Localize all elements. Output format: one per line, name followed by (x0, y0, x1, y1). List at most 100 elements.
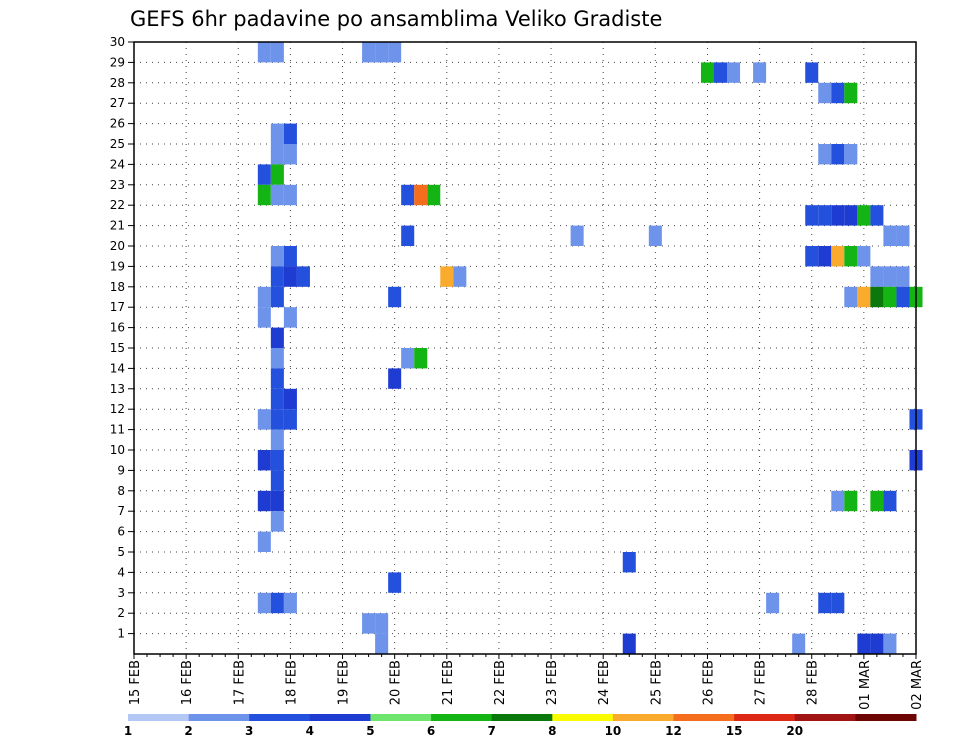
precip-cell (270, 286, 284, 308)
y-tick-label: 19 (110, 259, 125, 273)
precip-cell (857, 246, 871, 267)
precip-cell (805, 62, 819, 83)
y-tick-label: 11 (110, 423, 125, 437)
precip-cell (818, 144, 832, 165)
precip-cell (270, 388, 284, 410)
precip-cell (257, 286, 271, 308)
precip-cell (883, 633, 897, 654)
precip-cell (270, 511, 284, 532)
precip-cell (401, 225, 415, 246)
y-tick-label: 16 (110, 321, 125, 335)
precip-cell (818, 246, 832, 267)
y-tick-label: 26 (110, 117, 125, 131)
precip-cell (883, 490, 897, 512)
colorbar-swatch (491, 714, 553, 721)
precip-cell (844, 246, 858, 267)
precip-cell (870, 266, 884, 287)
precip-cell (375, 42, 389, 63)
precip-cell (257, 592, 271, 614)
x-tick-label: 25 FEB (649, 660, 664, 705)
colorbar-swatch (673, 714, 735, 721)
precip-cell (257, 409, 271, 430)
precip-cell (270, 429, 284, 450)
y-tick-label: 27 (110, 96, 125, 110)
colorbar-swatch (309, 714, 371, 721)
precip-cell (270, 266, 284, 287)
y-tick-label: 15 (110, 341, 125, 355)
precip-cell (270, 123, 284, 144)
y-tick-label: 18 (110, 280, 125, 294)
precip-cell (844, 82, 858, 104)
precip-cell (270, 592, 284, 614)
x-tick-label: 20 FEB (389, 660, 404, 705)
colorbar-label: 7 (488, 724, 496, 738)
precip-cell (648, 225, 662, 246)
x-tick-label: 19 FEB (337, 660, 352, 705)
colorbar-label: 3 (245, 724, 253, 738)
colorbar-swatch (612, 714, 675, 721)
colorbar-label: 5 (366, 724, 374, 738)
colorbar-swatch (128, 714, 190, 721)
precip-cell (753, 62, 767, 83)
precip-cell (257, 490, 271, 512)
precip-cell (805, 205, 819, 226)
precip-cell (896, 286, 910, 308)
precip-cell (283, 388, 297, 410)
colorbar-label: 20 (786, 724, 803, 738)
precip-cell (818, 82, 832, 104)
precip-cell (831, 490, 845, 512)
precip-cell (257, 42, 271, 63)
precip-cell (257, 164, 271, 185)
precip-cell (570, 225, 584, 246)
precip-cell (427, 184, 441, 206)
precip-cell (257, 531, 271, 552)
precip-cell (270, 164, 284, 185)
colorbar-swatch (249, 714, 311, 721)
precip-cell (818, 205, 832, 226)
colorbar-swatch (188, 714, 250, 721)
x-tick-label: 24 FEB (597, 660, 612, 705)
grid-lines (133, 41, 917, 654)
precip-cell (844, 144, 858, 165)
precip-cell (270, 184, 284, 206)
y-axis: 1234567891011121314151617181920212223242… (110, 35, 134, 641)
precip-cell (283, 307, 297, 328)
precip-cell (257, 450, 271, 471)
precip-cell (857, 633, 871, 654)
precip-cell (283, 144, 297, 165)
precip-cell (844, 286, 858, 308)
precip-cell (870, 490, 884, 512)
colorbar-swatch (794, 714, 856, 721)
precip-cell (792, 633, 806, 654)
x-tick-label: 18 FEB (284, 660, 299, 705)
colorbar-swatch (552, 714, 614, 721)
colorbar-label: 10 (605, 724, 622, 738)
precip-cell (283, 123, 297, 144)
precip-cell (257, 184, 271, 206)
x-tick-label: 17 FEB (232, 660, 247, 705)
colorbar-swatch (431, 714, 493, 721)
y-tick-label: 12 (110, 402, 125, 416)
y-tick-label: 23 (110, 178, 125, 192)
y-tick-label: 4 (117, 565, 125, 579)
precip-cell (700, 62, 714, 83)
precip-cells (257, 42, 923, 654)
precip-cell (883, 286, 897, 308)
precip-cell (270, 490, 284, 512)
y-tick-label: 13 (110, 382, 125, 396)
precip-cell (283, 184, 297, 206)
y-tick-label: 7 (117, 504, 125, 518)
precip-cell (870, 286, 884, 308)
colorbar-label: 4 (306, 724, 314, 738)
precip-cell (805, 246, 819, 267)
precip-cell (401, 348, 415, 369)
y-tick-label: 6 (117, 525, 125, 539)
precip-cell (257, 307, 271, 328)
precip-cell (831, 205, 845, 226)
y-tick-label: 25 (110, 137, 125, 151)
y-tick-label: 24 (110, 157, 125, 171)
y-tick-label: 8 (117, 484, 125, 498)
precip-cell (883, 266, 897, 287)
x-tick-label: 02 MAR (910, 660, 925, 710)
